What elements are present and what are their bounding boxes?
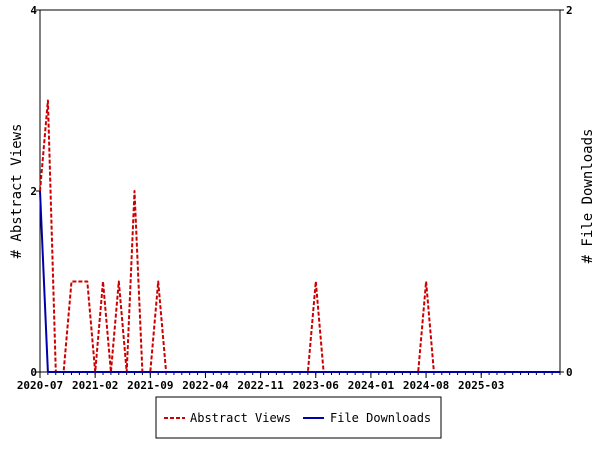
- series-line-abstract-views: [39, 99, 560, 373]
- x-tick-label: 2024-01: [348, 379, 395, 392]
- plot-area: [39, 9, 561, 373]
- y-axis-left-title: # Abstract Views: [9, 124, 25, 259]
- x-tick-label: 2025-03: [458, 379, 504, 392]
- legend-label-file-downloads: File Downloads: [330, 411, 431, 425]
- x-tick-label: 2021-09: [127, 379, 173, 392]
- y-left-tick-label: 0: [30, 366, 37, 379]
- legend-box: [155, 396, 442, 439]
- y-left-tick-label: 2: [30, 185, 37, 198]
- plot-frame: [39, 9, 561, 373]
- series-line-file-downloads: [39, 190, 560, 373]
- x-tick-label: 2024-08: [403, 379, 449, 392]
- y-right-tick-label: 2: [566, 4, 573, 17]
- x-tick-label: 2022-04: [182, 379, 229, 392]
- series-layer: [39, 99, 560, 373]
- tick-labels: 2020-07 2021-02 2021-09 2022-04 2022-11 2023-…: [17, 4, 573, 392]
- x-tick-label: 2021-02: [72, 379, 118, 392]
- x-tick-label: 2022-11: [237, 379, 284, 392]
- legend-label-abstract-views: Abstract Views: [190, 411, 291, 425]
- legend: Abstract Views File Downloads: [155, 396, 442, 439]
- y-axis-right-title: # File Downloads: [580, 129, 596, 264]
- y-right-tick-label: 0: [566, 366, 573, 379]
- x-tick-label: 2023-06: [293, 379, 340, 392]
- x-tick-label: 2020-07: [17, 379, 63, 392]
- y-left-tick-label: 4: [30, 4, 37, 17]
